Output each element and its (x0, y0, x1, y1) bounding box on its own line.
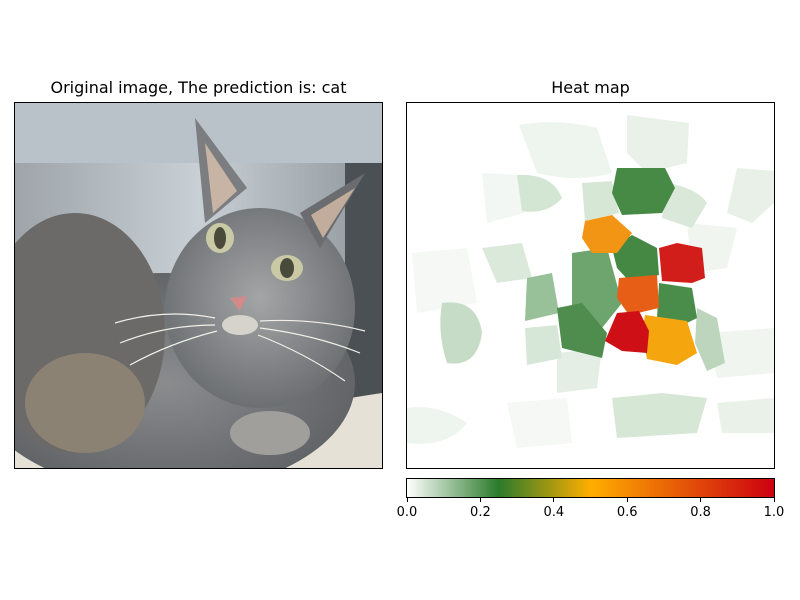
segment (407, 407, 467, 444)
segment (482, 243, 532, 283)
colorbar-tick-mark (407, 498, 408, 502)
segment (517, 175, 562, 212)
segment (525, 273, 559, 321)
heat-map-axes (406, 102, 775, 469)
colorbar-tick-label: 0.6 (617, 505, 638, 520)
segment (727, 168, 774, 223)
colorbar-tick-label: 0.0 (397, 505, 418, 520)
colorbar-tick-label: 0.2 (470, 505, 491, 520)
colorbar-tick-label: 0.4 (543, 505, 564, 520)
colorbar-tick-mark (627, 498, 628, 502)
segment (695, 308, 725, 371)
colorbar-tick-label: 0.8 (690, 505, 711, 520)
segment (627, 115, 689, 173)
segment (507, 398, 572, 448)
segment (525, 325, 562, 365)
segment (659, 243, 705, 283)
colorbar-tick-mark (774, 498, 775, 502)
segment (612, 393, 707, 438)
original-image-title: Original image, The prediction is: cat (15, 78, 382, 97)
segment (642, 315, 697, 365)
segment (617, 275, 659, 315)
colorbar-gradient (407, 479, 774, 497)
colorbar (406, 478, 775, 498)
segment (605, 311, 649, 353)
segment (717, 398, 774, 433)
original-image (14, 102, 383, 469)
heat-map-title: Heat map (407, 78, 774, 97)
colorbar-tick-mark (480, 498, 481, 502)
segment (440, 302, 482, 363)
segment (519, 122, 612, 178)
heat-map-segments (407, 103, 774, 468)
colorbar-tick-mark (700, 498, 701, 502)
colorbar-tick-label: 1.0 (764, 505, 785, 520)
colorbar-tick-mark (553, 498, 554, 502)
cat-photo (15, 103, 382, 468)
